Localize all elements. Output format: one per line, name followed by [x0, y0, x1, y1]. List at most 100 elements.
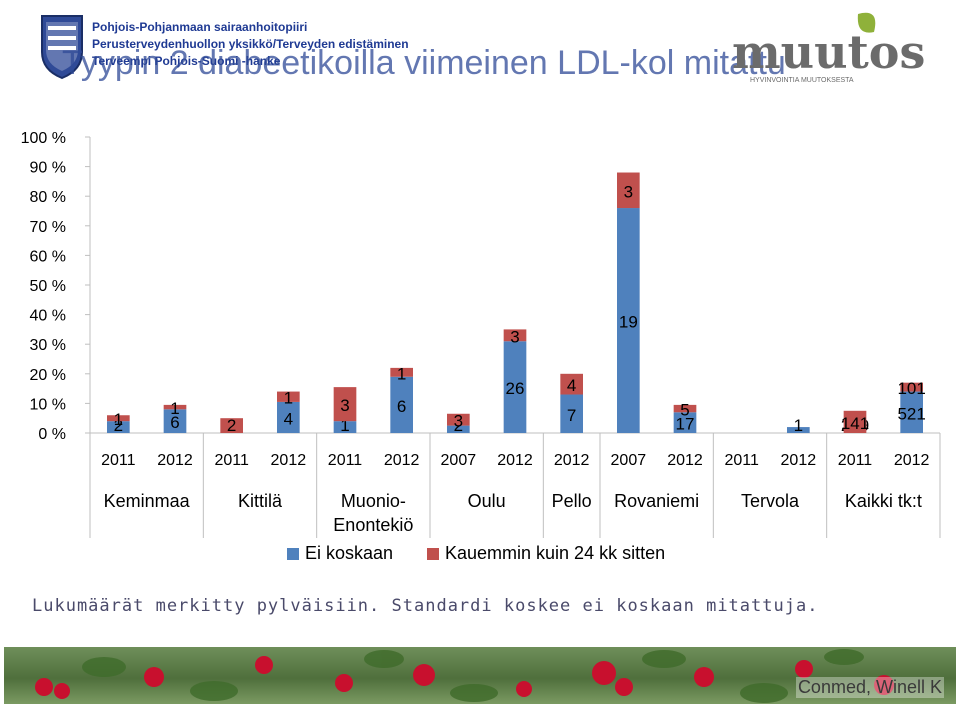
x-year-label: 2007: [611, 452, 647, 469]
x-group-label: Kittilä: [238, 491, 283, 511]
org-name-line-3: Terveempi Pohjois-Suomi -hanke: [92, 54, 281, 68]
x-year-label: 2012: [384, 452, 420, 469]
data-label: 141: [841, 414, 869, 433]
x-year-label: 2012: [781, 452, 817, 469]
bar-segment: [900, 382, 923, 392]
x-year-label: 2011: [214, 452, 249, 469]
y-tick-label: 60 %: [30, 248, 66, 265]
y-tick-label: 0 %: [38, 426, 66, 443]
x-group-label: Muonio-: [341, 491, 406, 511]
data-label: 3: [454, 412, 463, 431]
bar-segment: [617, 208, 640, 433]
y-tick-label: 90 %: [30, 160, 66, 177]
data-label: 3: [624, 182, 633, 201]
x-year-label: 2012: [157, 452, 193, 469]
y-tick-label: 20 %: [30, 367, 66, 384]
brand-tagline: HYVINVOINTIA MUUTOKSESTA: [750, 77, 854, 84]
y-tick-label: 70 %: [30, 219, 66, 236]
bar-segment: [277, 391, 300, 402]
bar-segment: [107, 415, 130, 422]
data-label: 7: [567, 406, 576, 425]
bar-segment: [333, 387, 357, 422]
x-group-label: Oulu: [468, 491, 506, 511]
bar-segment: [447, 413, 470, 426]
bar-segment: [163, 404, 187, 410]
data-label: 1: [340, 416, 349, 435]
data-label: 26: [506, 379, 525, 398]
data-label: 19: [619, 313, 638, 332]
data-label: 1: [794, 416, 803, 435]
chart-note: Lukumäärät merkitty pylväisiin. Standard…: [32, 596, 819, 616]
bar-segment: [560, 373, 583, 395]
bar-segment: [900, 391, 923, 433]
legend-label: Kauemmin kuin 24 kk sitten: [445, 543, 665, 563]
x-year-label: 2011: [724, 452, 759, 469]
org-name-line-1: Pohjois-Pohjanmaan sairaanhoitopiiri: [92, 20, 308, 34]
page-title: Tyypin 2 diabeetikoilla viimeinen LDL-ko…: [62, 44, 786, 82]
x-year-label: 2012: [667, 452, 703, 469]
bar-segment: [673, 404, 697, 413]
data-label: 101: [897, 379, 925, 398]
data-label: 521: [897, 404, 925, 423]
data-label: 1: [114, 410, 123, 429]
x-group-label: Tervola: [741, 491, 800, 511]
x-year-label: 2012: [894, 452, 930, 469]
org-name-line-2: Perusterveydenhuollon yksikkö/Terveyden …: [92, 37, 409, 51]
data-label: 4: [284, 409, 293, 428]
y-tick-label: 100 %: [21, 130, 66, 147]
x-group-label: Enontekiö: [333, 515, 413, 535]
x-year-label: 2007: [441, 452, 477, 469]
brand-wordmark: muutos: [732, 25, 925, 79]
bar-segment: [220, 418, 243, 433]
x-group-label: Kaikki tk:t: [845, 491, 922, 511]
data-label: 1: [397, 364, 406, 383]
data-label: 1: [284, 389, 293, 408]
bar-segment: [107, 421, 130, 433]
y-tick-label: 30 %: [30, 337, 66, 354]
y-tick-label: 10 %: [30, 396, 66, 413]
lingonberry-image: [35, 649, 894, 703]
data-label: 17: [676, 415, 695, 434]
bar-segment: [333, 421, 357, 433]
x-year-label: 2012: [554, 452, 590, 469]
y-tick-label: 80 %: [30, 189, 66, 206]
bar-segment: [673, 412, 697, 433]
y-tick-label: 50 %: [30, 278, 66, 295]
x-year-label: 2011: [328, 452, 363, 469]
x-group-label: Pello: [552, 491, 592, 511]
data-label: 4: [567, 376, 576, 395]
leaf-icon: [857, 12, 876, 33]
x-group-label: Rovaniemi: [614, 491, 699, 511]
data-label: 6: [170, 413, 179, 432]
bar-segment: [503, 341, 527, 433]
bar-segment: [787, 427, 810, 433]
bar-segment: [503, 329, 527, 342]
footer-credit: Conmed, Winell K: [795, 677, 944, 698]
bar-segment: [560, 394, 583, 433]
bar-segment: [390, 376, 413, 433]
bar-segment: [617, 172, 640, 209]
x-group-label: Keminmaa: [104, 491, 191, 511]
data-label: 6: [397, 397, 406, 416]
x-year-label: 2011: [101, 452, 136, 469]
bar-segment: [390, 367, 413, 377]
data-label: 2: [227, 416, 236, 435]
hospital-district-logo: [41, 15, 83, 80]
data-label: 2: [114, 416, 123, 435]
legend-label: Ei koskaan: [305, 543, 393, 563]
bar-segment: [277, 401, 300, 433]
bar-segment: [447, 425, 470, 433]
legend-swatch: [287, 548, 299, 560]
bar-segment: [843, 410, 867, 433]
muutos-logo: muutos HYVINVOINTIA MUUTOKSESTA: [732, 12, 925, 84]
x-year-label: 2012: [497, 452, 533, 469]
data-label: 3: [510, 327, 519, 346]
legend-swatch: [427, 548, 439, 560]
stacked-bar-chart: 0 % 10 % 20 % 30 % 40 % 50 % 60 % 70 % 80 % 90 % 1…: [21, 130, 941, 563]
y-tick-label: 40 %: [30, 308, 66, 325]
x-year-label: 2011: [838, 452, 873, 469]
bar-segment: [163, 409, 187, 433]
data-label: 3: [340, 396, 349, 415]
data-label: 1: [170, 399, 179, 418]
data-label: 5: [680, 401, 689, 420]
